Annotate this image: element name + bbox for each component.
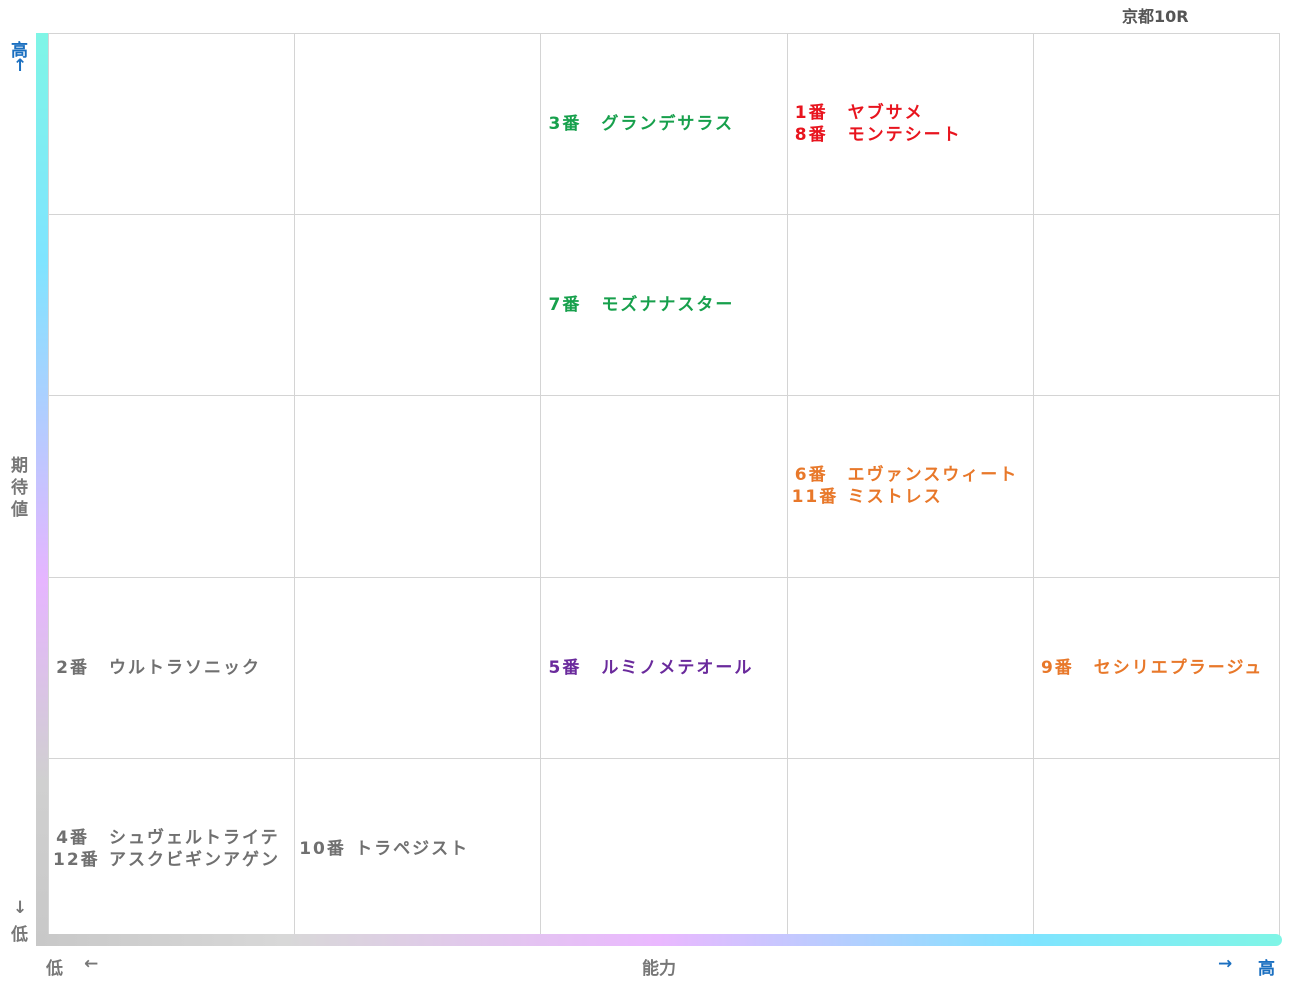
- cell: [294, 34, 541, 216]
- x-axis-bar: [36, 934, 1282, 946]
- cell: [48, 34, 295, 216]
- entry: 6番 エヴァンスウィート: [792, 464, 1033, 486]
- entry-name: ルミノメテオール: [601, 657, 754, 678]
- cell: [786, 215, 1033, 397]
- cell: [540, 396, 787, 578]
- x-low-arrow: ←: [84, 954, 99, 974]
- cell: 4番 シュヴェルトライテ 12番 アスクビギンアゲン: [48, 758, 295, 940]
- cell: [1032, 396, 1279, 578]
- entry-name: モンテシート: [847, 125, 962, 146]
- entry-name: ミストレス: [847, 487, 943, 508]
- cell: [48, 215, 295, 397]
- cell: 9番 セシリエプラージュ: [1032, 577, 1279, 759]
- entry-name: ウルトラソニック: [109, 657, 261, 678]
- y-axis-label: 期待値: [11, 456, 28, 520]
- cell: 6番 エヴァンスウィート 11番 ミストレス: [786, 396, 1033, 578]
- entry-name: シュヴェルトライテ: [109, 827, 280, 848]
- cell: 1番 ヤブサメ 8番 モンテシート: [786, 34, 1033, 216]
- entry: 12番 アスクビギンアゲン: [53, 849, 294, 871]
- entry-number: 1番: [794, 103, 828, 124]
- cell: [786, 758, 1033, 940]
- entry: 11番 ミストレス: [792, 486, 1033, 508]
- entry-name: モズナナスター: [601, 295, 735, 316]
- entry-name: エヴァンスウィート: [847, 465, 1019, 486]
- cell: [48, 396, 295, 578]
- entry-name: ヤブサメ: [847, 103, 924, 124]
- cell: [1032, 758, 1279, 940]
- cell: [540, 758, 787, 940]
- entry: 5番 ルミノメテオール: [545, 657, 786, 679]
- cell: [294, 577, 541, 759]
- x-axis-label: 能力: [642, 959, 676, 979]
- entry-name: トラペジスト: [355, 838, 470, 859]
- title: 京都10R: [1122, 7, 1189, 26]
- y-high: 高: [11, 41, 28, 61]
- cell: 3番 グランデサラス: [540, 34, 787, 216]
- entry: 2番 ウルトラソニック: [53, 657, 294, 679]
- cell: [786, 577, 1033, 759]
- entry-number: 9番: [1040, 657, 1074, 678]
- cell: [294, 215, 541, 397]
- entry: 1番 ヤブサメ: [792, 102, 1033, 124]
- x-low: 低: [46, 959, 63, 979]
- cell: [1032, 215, 1279, 397]
- entry-number: 10番: [299, 838, 346, 859]
- entry-number: 4番: [56, 827, 89, 848]
- entry-number: 5番: [548, 657, 582, 678]
- cell: 5番 ルミノメテオール: [540, 577, 787, 759]
- cell: 2番 ウルトラソニック: [48, 577, 295, 759]
- cell: 7番 モズナナスター: [540, 215, 787, 397]
- entry-number: 7番: [548, 295, 582, 316]
- cell: 10番 トラペジスト: [294, 758, 541, 940]
- entry-number: 2番: [56, 657, 89, 678]
- cell: [294, 396, 541, 578]
- entry-name: グランデサラス: [601, 114, 735, 135]
- cell: [1032, 34, 1279, 216]
- entry: 10番 トラペジスト: [299, 838, 540, 860]
- entry-number: 3番: [548, 114, 582, 135]
- entry: 8番 モンテシート: [792, 124, 1033, 146]
- entry-name: セシリエプラージュ: [1093, 657, 1264, 678]
- entry: 7番 モズナナスター: [545, 294, 786, 316]
- entry-name: アスクビギンアゲン: [109, 849, 280, 870]
- entry: 3番 グランデサラス: [545, 113, 786, 135]
- x-high: 高: [1258, 959, 1275, 979]
- y-low: 低: [11, 925, 28, 945]
- entry-number: 8番: [794, 125, 828, 146]
- entry: 9番 セシリエプラージュ: [1038, 657, 1279, 679]
- y-high-arrow: ↑: [13, 56, 28, 76]
- entry-number: 11番: [791, 487, 839, 508]
- grid: 3番 グランデサラス 1番 ヤブサメ 8番 モンテシート 7番 モズナナスター 6番 エヴァンスウ…: [48, 33, 1280, 940]
- y-low-arrow: ↓: [13, 898, 28, 918]
- y-axis-bar: [36, 33, 48, 946]
- entry-number: 12番: [53, 849, 100, 870]
- entry: 4番 シュヴェルトライテ: [53, 827, 294, 849]
- x-high-arrow: →: [1218, 954, 1233, 974]
- entry-number: 6番: [794, 465, 828, 486]
